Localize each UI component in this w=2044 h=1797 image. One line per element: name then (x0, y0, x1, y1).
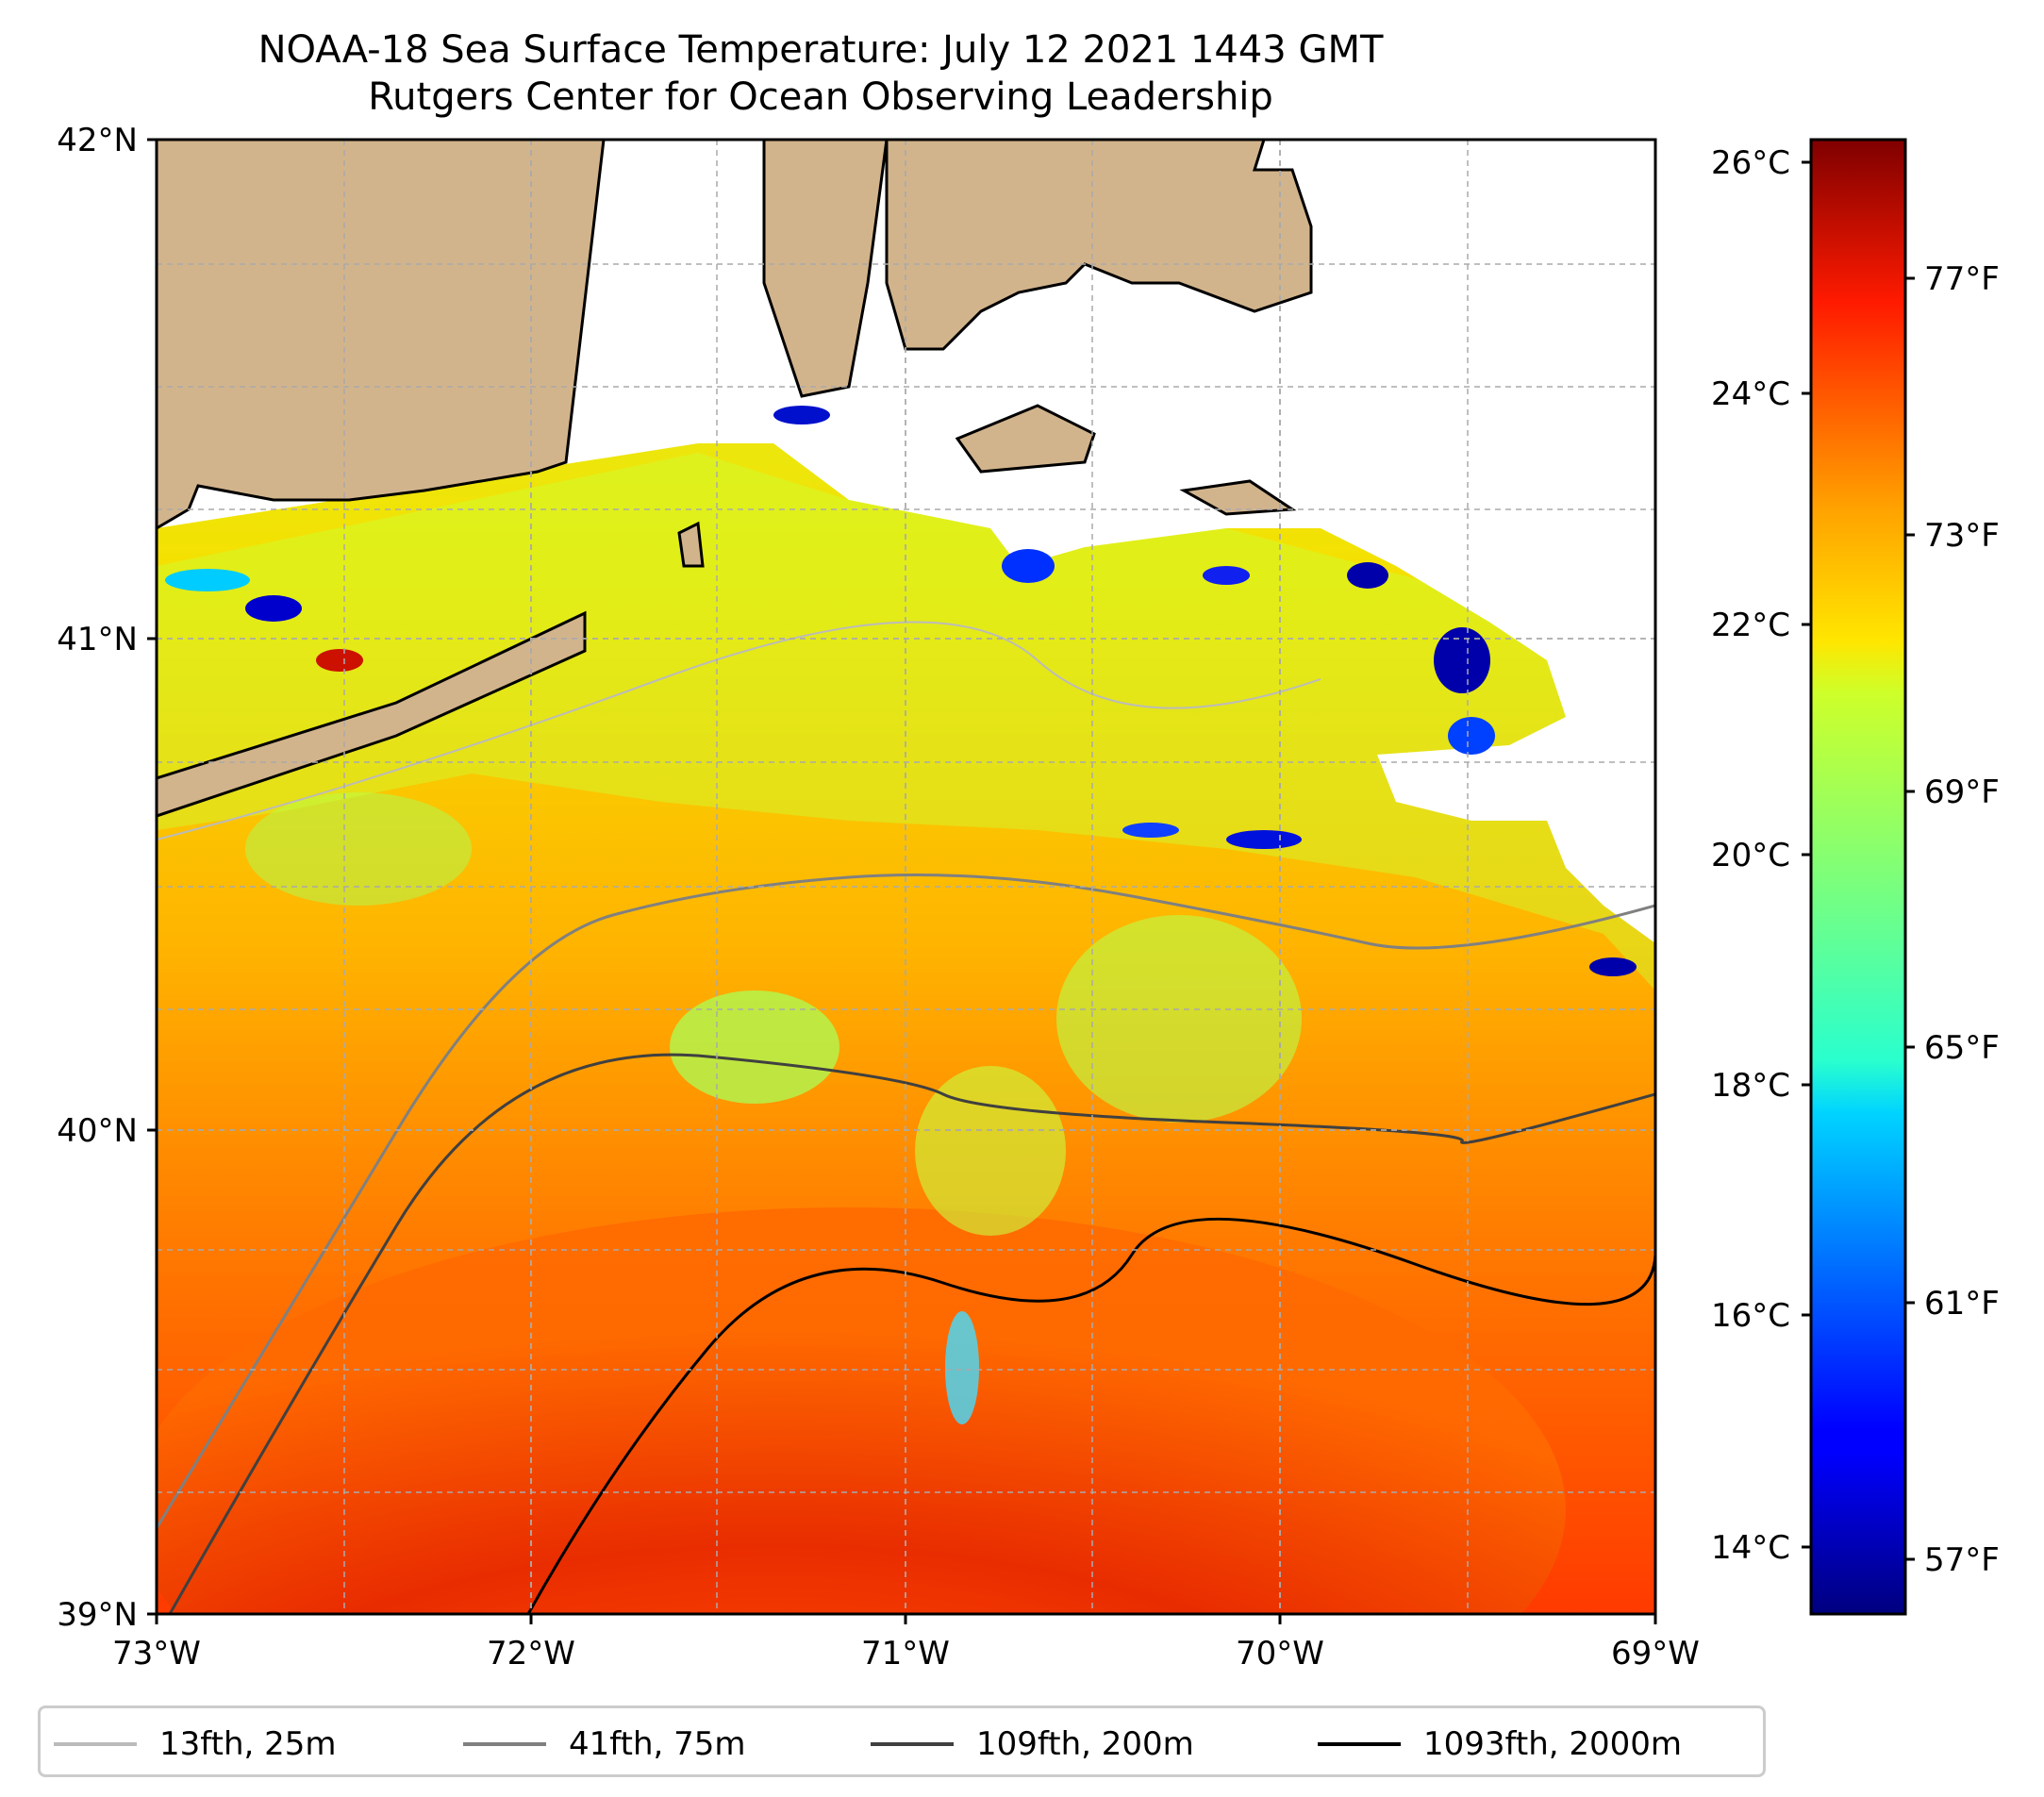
warm-eddy (157, 1207, 1566, 1614)
cool-patch (670, 990, 839, 1104)
chart-subtitle: Rutgers Center for Ocean Observing Leade… (368, 75, 1273, 119)
lat-tick-labels: 42°N 41°N 40°N 39°N (57, 122, 138, 1634)
fahrenheit-tick-label: 69°F (1924, 774, 2000, 811)
major-gridlines (157, 140, 1655, 1614)
lon-tick-label: 72°W (487, 1635, 575, 1672)
fahrenheit-tick-label: 57°F (1924, 1541, 2000, 1579)
celsius-tick-label: 20°C (1711, 837, 1790, 874)
legend-label: 13fth, 25m (159, 1725, 337, 1763)
cold-speckles (165, 406, 1637, 976)
legend-item: 13fth, 25m (54, 1725, 337, 1763)
cool-patch (915, 1066, 1066, 1236)
land-block-island (677, 521, 705, 568)
legend-item: 41fth, 75m (463, 1725, 746, 1763)
cool-patch (1056, 915, 1302, 1123)
cold-filament (945, 1311, 979, 1424)
legend-line-swatch (871, 1742, 954, 1746)
legend-label: 1093fth, 2000m (1423, 1725, 1683, 1763)
map-area (157, 140, 1655, 1614)
contour-75m (157, 874, 1655, 1529)
celsius-tick-label: 14°C (1711, 1529, 1790, 1567)
celsius-tick-label: 24°C (1711, 375, 1790, 413)
legend-line-swatch (54, 1742, 137, 1746)
lat-tick-label: 42°N (57, 122, 138, 159)
colorbar-fahrenheit-ticks (1905, 276, 1915, 1561)
legend-label: 41fth, 75m (569, 1725, 746, 1763)
legend-item: 1093fth, 2000m (1318, 1725, 1682, 1763)
contour-25m (157, 621, 1321, 840)
legend-line-swatch (1318, 1742, 1401, 1746)
land-massachusetts (885, 140, 1313, 351)
lat-tick-label: 39°N (57, 1596, 138, 1634)
lon-tick-label: 73°W (112, 1635, 201, 1672)
celsius-tick-label: 22°C (1711, 607, 1790, 644)
fahrenheit-tick-label: 61°F (1924, 1285, 2000, 1323)
lon-tick-label: 70°W (1236, 1635, 1324, 1672)
fahrenheit-tick-label: 65°F (1924, 1029, 2000, 1067)
land-connecticut (157, 140, 606, 530)
fahrenheit-tick-label: 77°F (1924, 260, 2000, 298)
contour-2000m (526, 1217, 1655, 1614)
lat-tick-label: 40°N (57, 1112, 138, 1150)
land-marthas-vineyard (955, 404, 1096, 474)
lon-tick-labels: 73°W 72°W 71°W 70°W 69°W (112, 1635, 1700, 1672)
colorbar (1809, 138, 1907, 1616)
land-rhode-island (604, 140, 889, 398)
land-long-island (157, 610, 587, 818)
legend: 13fth, 25m 41fth, 75m 109fth, 200m 1093f… (38, 1705, 1766, 1777)
chart-title: NOAA-18 Sea Surface Temperature: July 12… (258, 28, 1384, 72)
celsius-tick-label: 16°C (1711, 1297, 1790, 1335)
legend-item: 109fth, 200m (871, 1725, 1194, 1763)
fahrenheit-tick-label: 73°F (1924, 517, 2000, 555)
celsius-labels: 26°C 24°C 22°C 20°C 18°C 16°C 14°C (1711, 144, 1790, 1567)
legend-label: 109fth, 200m (976, 1725, 1194, 1763)
cool-patch (245, 792, 472, 906)
lon-tick-label: 71°W (861, 1635, 950, 1672)
fahrenheit-labels: 77°F 73°F 69°F 65°F 61°F 57°F (1924, 260, 2000, 1579)
legend-line-swatch (463, 1742, 546, 1746)
celsius-tick-label: 26°C (1711, 144, 1790, 182)
colorbar-celsius-ticks (1802, 160, 1811, 1549)
celsius-tick-label: 18°C (1711, 1067, 1790, 1105)
contour-200m (168, 1053, 1655, 1614)
lon-tick-label: 69°W (1611, 1635, 1700, 1672)
lat-tick-label: 41°N (57, 621, 138, 658)
axis-tick-marks (147, 138, 1657, 1624)
